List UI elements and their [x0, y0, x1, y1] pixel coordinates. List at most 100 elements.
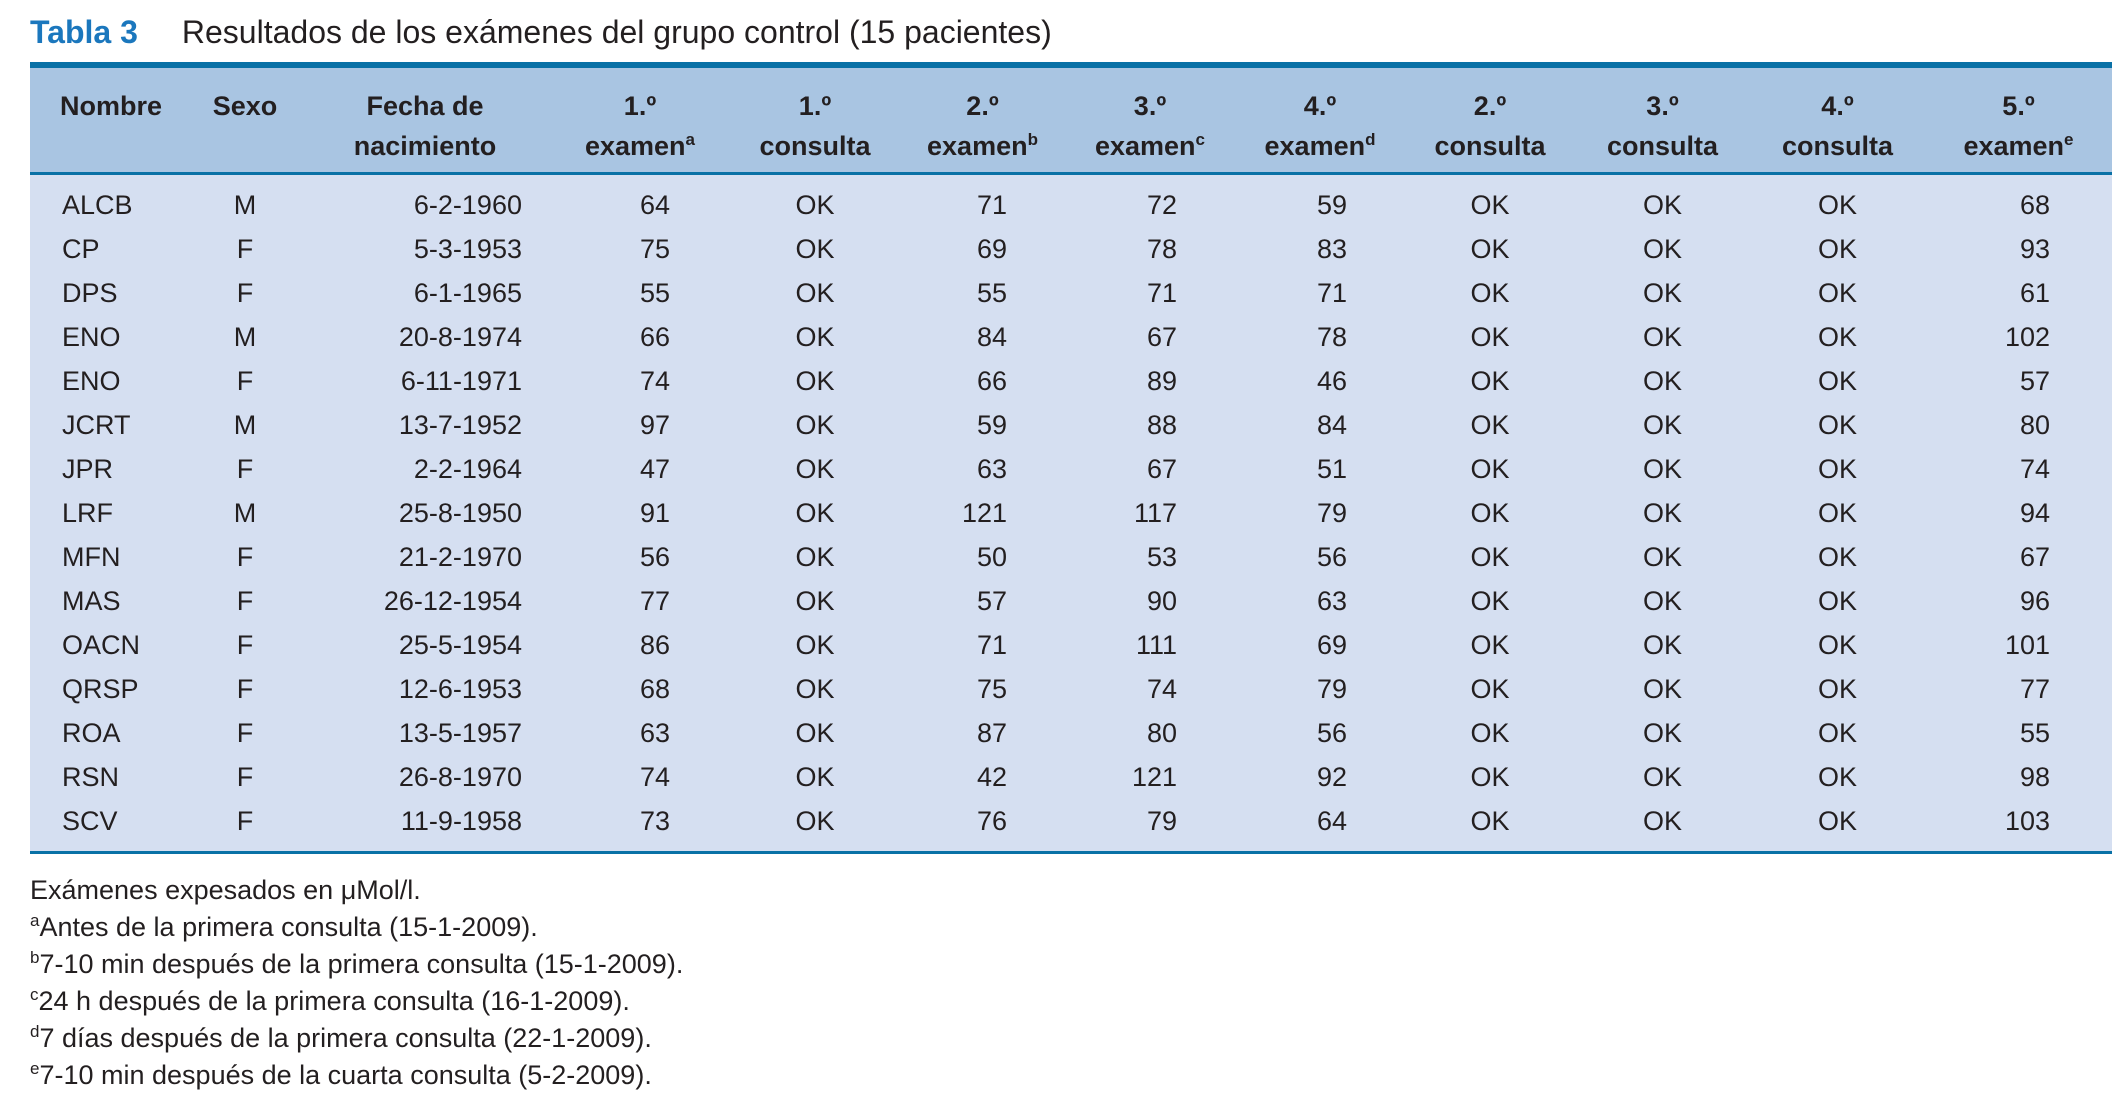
cell-nombre: ROA — [62, 717, 121, 748]
cell-examen-1: 47 — [639, 453, 670, 484]
cell-sexo: F — [236, 629, 254, 660]
cell-consulta-3: OK — [1642, 629, 1682, 660]
table-caption-label: Tabla 3 — [30, 14, 138, 50]
cell-consulta-1: OK — [795, 585, 835, 616]
footnote-marker-d: d — [30, 1022, 40, 1041]
cell-examen-4: 84 — [1316, 409, 1347, 440]
cell-examen-2: 69 — [976, 233, 1007, 264]
cell-examen-3: 72 — [1146, 189, 1177, 220]
cell-consulta-3: OK — [1642, 541, 1682, 572]
cell-consulta-1: OK — [795, 629, 835, 660]
cell-examen-5: 57 — [2019, 365, 2050, 396]
cell-consulta-3: OK — [1642, 365, 1682, 396]
cell-examen-1: 73 — [639, 805, 670, 836]
cell-consulta-4: OK — [1817, 497, 1857, 528]
cell-examen-4: 51 — [1316, 453, 1347, 484]
cell-consulta-1: OK — [795, 717, 835, 748]
cell-consulta-3: OK — [1642, 453, 1682, 484]
cell-consulta-2: OK — [1470, 409, 1510, 440]
cell-consulta-3: OK — [1642, 497, 1682, 528]
cell-consulta-3: OK — [1642, 805, 1682, 836]
cell-consulta-4: OK — [1817, 189, 1857, 220]
cell-consulta-4: OK — [1817, 805, 1857, 836]
table-row: MAS F 26-12-1954 77 OK 57 90 63 OK OK OK 96 — [30, 579, 2112, 623]
cell-nombre: JPR — [62, 453, 114, 484]
cell-examen-5: 68 — [2019, 189, 2050, 220]
footnote-marker-c: c — [30, 985, 39, 1004]
table-caption: Tabla 3 Resultados de los exámenes del gr… — [0, 0, 2120, 52]
cell-consulta-2: OK — [1470, 541, 1510, 572]
cell-consulta-2: OK — [1470, 453, 1510, 484]
column-header-examen-4: 4.º examend — [1235, 65, 1405, 175]
cell-examen-5: 74 — [2019, 453, 2050, 484]
cell-consulta-4: OK — [1817, 629, 1857, 660]
column-header-nombre: Nombre — [30, 65, 190, 175]
cell-examen-2: 84 — [976, 321, 1007, 352]
cell-consulta-4: OK — [1817, 585, 1857, 616]
cell-examen-5: 93 — [2019, 233, 2050, 264]
table-row: ALCB M 6-2-1960 64 OK 71 72 59 OK OK OK 68 — [30, 174, 2112, 228]
table-row: CP F 5-3-1953 75 OK 69 78 83 OK OK OK 93 — [30, 227, 2112, 271]
cell-examen-2: 75 — [976, 673, 1007, 704]
cell-fecha: 11-9-1958 — [400, 805, 522, 836]
cell-fecha: 12-6-1953 — [398, 673, 522, 704]
cell-examen-4: 79 — [1316, 673, 1347, 704]
cell-examen-1: 74 — [639, 761, 670, 792]
cell-consulta-2: OK — [1470, 321, 1510, 352]
cell-nombre: CP — [62, 233, 100, 264]
cell-examen-3: 80 — [1146, 717, 1177, 748]
cell-examen-2: 71 — [976, 629, 1007, 660]
cell-consulta-2: OK — [1470, 277, 1510, 308]
cell-sexo: M — [233, 189, 257, 220]
cell-examen-1: 77 — [639, 585, 670, 616]
cell-consulta-3: OK — [1642, 585, 1682, 616]
cell-examen-3: 53 — [1146, 541, 1177, 572]
cell-examen-5: 96 — [2019, 585, 2050, 616]
cell-examen-2: 87 — [976, 717, 1007, 748]
column-header-sexo: Sexo — [190, 65, 300, 175]
cell-sexo: M — [233, 409, 257, 440]
cell-consulta-2: OK — [1470, 189, 1510, 220]
cell-nombre: JCRT — [62, 409, 131, 440]
cell-fecha: 26-12-1954 — [383, 585, 522, 616]
cell-examen-5: 77 — [2019, 673, 2050, 704]
cell-consulta-4: OK — [1817, 541, 1857, 572]
cell-consulta-1: OK — [795, 409, 835, 440]
footnotes: Exámenes expesados en μMol/l. aAntes de l… — [30, 872, 2120, 1094]
cell-consulta-4: OK — [1817, 409, 1857, 440]
cell-fecha: 21-2-1970 — [398, 541, 522, 572]
cell-consulta-4: OK — [1817, 761, 1857, 792]
cell-examen-2: 76 — [976, 805, 1007, 836]
cell-examen-3: 111 — [1135, 629, 1177, 660]
cell-examen-1: 56 — [639, 541, 670, 572]
cell-sexo: M — [233, 497, 257, 528]
cell-nombre: ENO — [62, 365, 121, 396]
cell-nombre: ALCB — [62, 189, 133, 220]
cell-consulta-2: OK — [1470, 673, 1510, 704]
cell-examen-4: 83 — [1316, 233, 1347, 264]
table-row: DPS F 6-1-1965 55 OK 55 71 71 OK OK OK 61 — [30, 271, 2112, 315]
cell-consulta-4: OK — [1817, 233, 1857, 264]
cell-sexo: F — [236, 453, 254, 484]
cell-consulta-4: OK — [1817, 717, 1857, 748]
cell-consulta-4: OK — [1817, 277, 1857, 308]
cell-examen-4: 56 — [1316, 541, 1347, 572]
column-header-consulta-2: 2.º consulta — [1405, 65, 1575, 175]
cell-sexo: F — [236, 717, 254, 748]
footnote-c: c24 h después de la primera consulta (16… — [30, 985, 630, 1016]
cell-consulta-4: OK — [1817, 453, 1857, 484]
cell-sexo: F — [236, 365, 254, 396]
header-row: Nombre Sexo Fecha de nacimiento 1.º examena 1.… — [30, 65, 2112, 175]
column-header-examen-1: 1.º examena — [550, 65, 730, 175]
cell-examen-1: 75 — [639, 233, 670, 264]
cell-nombre: OACN — [62, 629, 141, 660]
cell-examen-3: 74 — [1146, 673, 1177, 704]
cell-fecha: 6-1-1965 — [413, 277, 522, 308]
cell-examen-1: 74 — [639, 365, 670, 396]
column-header-fecha: Fecha de nacimiento — [300, 65, 550, 175]
footnote-marker-e: e — [30, 1059, 40, 1078]
cell-consulta-3: OK — [1642, 761, 1682, 792]
table-row: ENO F 6-11-1971 74 OK 66 89 46 OK OK OK 57 — [30, 359, 2112, 403]
cell-sexo: F — [236, 761, 254, 792]
